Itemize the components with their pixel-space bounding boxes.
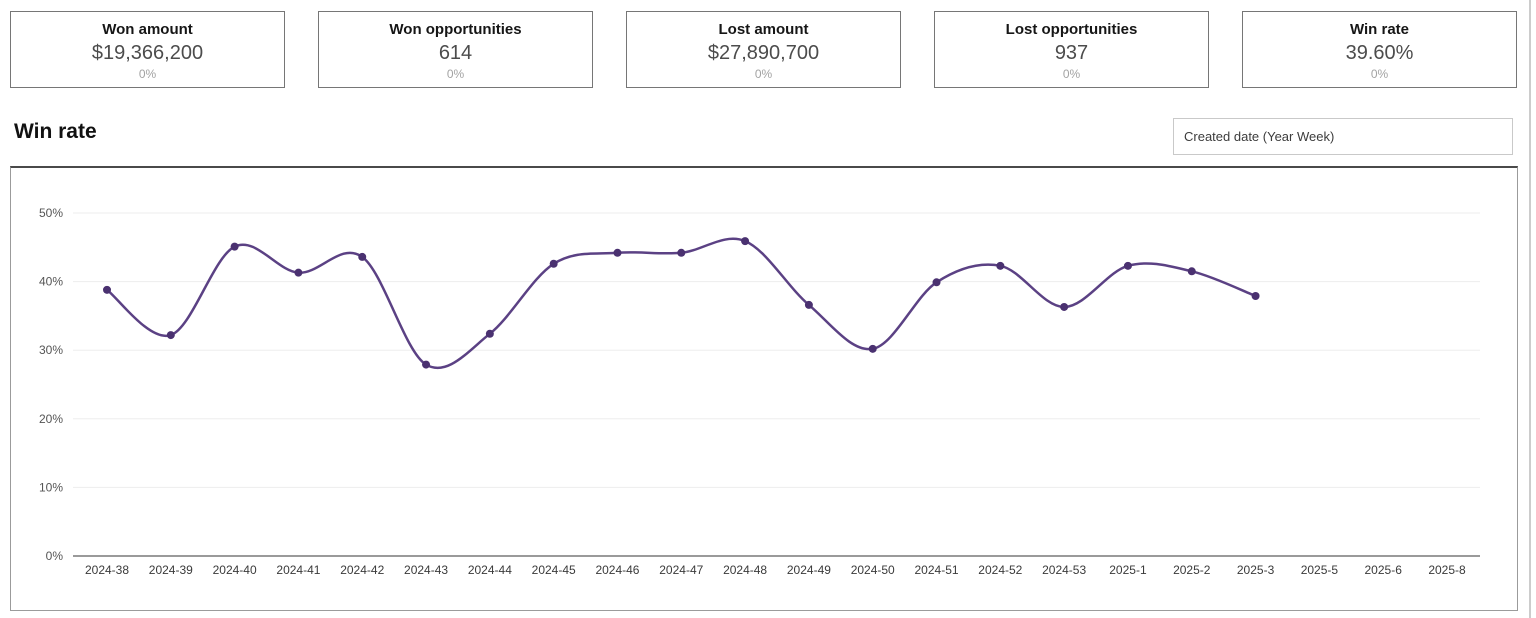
y-axis-tick-label: 0% [46, 549, 64, 563]
y-axis-tick-label: 10% [39, 480, 63, 494]
win-rate-line-chart: 0% 10% 20% 30% 40% 50% 2024-38 2024-39 2024-40 20… [39, 206, 1480, 577]
kpi-delta: 0% [446, 67, 465, 81]
kpi-value: $27,890,700 [707, 42, 820, 64]
kpi-label: Win rate [1349, 21, 1410, 38]
x-axis-tick-label: 2024-38 [85, 563, 129, 577]
data-point[interactable] [804, 300, 813, 309]
x-axis-tick-label: 2024-53 [1042, 563, 1086, 577]
x-axis-tick-label: 2024-39 [149, 563, 193, 577]
kpi-label: Lost opportunities [1005, 21, 1138, 38]
kpi-delta: 0% [138, 67, 157, 81]
chart-section-title: Win rate [14, 120, 97, 143]
kpi-label: Won opportunities [389, 21, 522, 38]
kpi-value: $19,366,200 [91, 42, 204, 64]
kpi-card-won-amount[interactable]: Won amount $19,366,200 0% [10, 11, 285, 88]
data-point[interactable] [230, 242, 239, 251]
section-header: Win rate Created date (Year Week) [14, 118, 1515, 158]
x-axis-tick-label: 2024-44 [468, 563, 512, 577]
x-axis-tick-label: 2024-50 [851, 563, 895, 577]
x-axis-tick-label: 2025-5 [1301, 563, 1339, 577]
kpi-card-win-rate[interactable]: Win rate 39.60% 0% [1242, 11, 1517, 88]
dimension-selector-value: Created date (Year Week) [1184, 129, 1335, 144]
kpi-card-lost-amount[interactable]: Lost amount $27,890,700 0% [626, 11, 901, 88]
data-point[interactable] [932, 278, 941, 287]
x-axis-tick-label: 2025-2 [1173, 563, 1211, 577]
data-point[interactable] [1123, 261, 1132, 270]
kpi-card-won-opportunities[interactable]: Won opportunities 614 0% [318, 11, 593, 88]
x-axis-tick-label: 2025-6 [1365, 563, 1403, 577]
x-axis-tick-label: 2024-52 [978, 563, 1022, 577]
x-axis-tick-label: 2024-49 [787, 563, 831, 577]
kpi-delta: 0% [754, 67, 773, 81]
x-axis-tick-label: 2024-43 [404, 563, 448, 577]
kpi-delta: 0% [1370, 67, 1389, 81]
y-axis-tick-label: 20% [39, 412, 63, 426]
x-axis-tick-label: 2024-42 [340, 563, 384, 577]
page-right-divider [1529, 0, 1531, 618]
x-axis-tick-label: 2024-46 [595, 563, 639, 577]
data-point[interactable] [996, 261, 1005, 270]
x-axis-tick-label: 2024-48 [723, 563, 767, 577]
data-point[interactable] [103, 285, 111, 294]
data-point[interactable] [294, 268, 303, 277]
dimension-selector[interactable]: Created date (Year Week) [1173, 118, 1513, 155]
win-rate-chart-container: 0% 10% 20% 30% 40% 50% 2024-38 2024-39 2024-40 20… [10, 166, 1518, 611]
data-point[interactable] [166, 331, 175, 340]
x-axis-tick-label: 2024-40 [213, 563, 257, 577]
kpi-label: Won amount [102, 21, 193, 38]
kpi-value: 39.60% [1345, 42, 1414, 64]
y-axis-tick-label: 30% [39, 343, 63, 357]
kpi-label: Lost amount [718, 21, 809, 38]
kpi-card-lost-opportunities[interactable]: Lost opportunities 937 0% [934, 11, 1209, 88]
data-point[interactable] [358, 252, 367, 261]
kpi-row: Won amount $19,366,200 0% Won opportunit… [10, 11, 1517, 88]
x-axis-tick-label: 2025-3 [1237, 563, 1275, 577]
x-axis-tick-label: 2024-41 [276, 563, 320, 577]
data-point[interactable] [613, 248, 622, 257]
data-point[interactable] [485, 329, 494, 338]
y-axis-tick-label: 50% [39, 206, 63, 220]
y-axis-tick-label: 40% [39, 275, 63, 289]
data-point[interactable] [677, 248, 686, 257]
x-axis-tick-label: 2024-47 [659, 563, 703, 577]
kpi-value: 937 [1054, 42, 1089, 64]
x-axis-tick-label: 2024-51 [915, 563, 959, 577]
x-axis-tick-label: 2025-1 [1109, 563, 1147, 577]
x-axis-tick-label: 2024-45 [532, 563, 576, 577]
data-point[interactable] [549, 259, 558, 268]
data-point[interactable] [422, 360, 431, 369]
data-point[interactable] [868, 344, 877, 353]
data-point[interactable] [1060, 302, 1069, 311]
x-axis-tick-label: 2025-8 [1428, 563, 1466, 577]
win-rate-series-line [106, 237, 1257, 370]
data-point[interactable] [741, 237, 750, 246]
kpi-delta: 0% [1062, 67, 1081, 81]
data-point[interactable] [1251, 292, 1260, 301]
data-point[interactable] [1187, 267, 1196, 276]
kpi-value: 614 [438, 42, 473, 64]
